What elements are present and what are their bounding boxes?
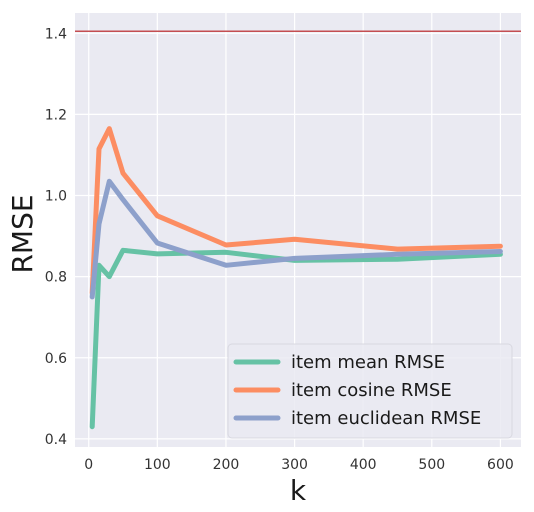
x-tick-label: 0 — [84, 457, 93, 473]
y-axis-label: RMSE — [6, 194, 39, 273]
legend: item mean RMSE item cosine RMSE item eucli… — [227, 343, 513, 439]
series-line-2 — [89, 126, 503, 296]
series-lines — [89, 126, 503, 430]
grid-lines — [75, 13, 521, 447]
legend-box — [227, 343, 513, 439]
x-tick-label: 300 — [281, 457, 308, 473]
y-tick-label: 0.6 — [45, 351, 67, 367]
y-tick-label: 1.4 — [45, 26, 67, 42]
x-tick-label: 400 — [350, 457, 377, 473]
y-tick-label: 0.8 — [45, 270, 67, 286]
legend-label: item mean RMSE — [291, 352, 445, 373]
x-tick-label: 100 — [144, 457, 171, 473]
y-tick-label: 1.0 — [45, 189, 67, 205]
series-line-1 — [89, 247, 503, 430]
series-line-3 — [89, 178, 503, 300]
x-tick-label: 600 — [487, 457, 514, 473]
y-tick-label: 1.2 — [45, 107, 67, 123]
x-tick-labels: 0 100 200 300 400 500 600 — [84, 457, 514, 473]
legend-label: item euclidean RMSE — [291, 408, 481, 429]
y-tick-label: 0.4 — [45, 432, 67, 448]
x-tick-label: 500 — [418, 457, 445, 473]
y-tick-labels: 0.4 0.6 0.8 1.0 1.2 1.4 — [45, 26, 67, 448]
legend-label: item cosine RMSE — [291, 380, 452, 401]
x-axis-label: k — [290, 474, 307, 507]
x-tick-label: 200 — [213, 457, 240, 473]
